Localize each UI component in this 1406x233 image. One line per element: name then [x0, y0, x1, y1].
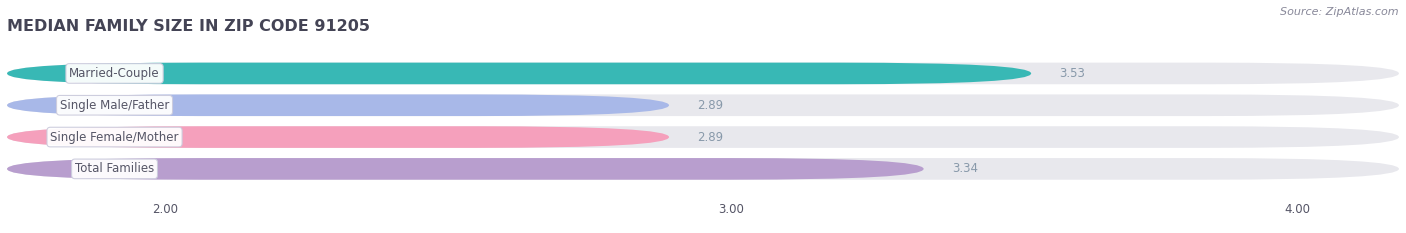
FancyBboxPatch shape [7, 126, 669, 148]
FancyBboxPatch shape [7, 158, 1399, 180]
FancyBboxPatch shape [7, 94, 669, 116]
FancyBboxPatch shape [7, 158, 924, 180]
Text: Single Male/Father: Single Male/Father [60, 99, 169, 112]
Text: Source: ZipAtlas.com: Source: ZipAtlas.com [1281, 7, 1399, 17]
Text: Single Female/Mother: Single Female/Mother [51, 130, 179, 144]
Text: 2.89: 2.89 [697, 130, 724, 144]
Text: Total Families: Total Families [75, 162, 155, 175]
FancyBboxPatch shape [7, 63, 1031, 84]
FancyBboxPatch shape [7, 126, 1399, 148]
FancyBboxPatch shape [7, 94, 1399, 116]
Text: 2.89: 2.89 [697, 99, 724, 112]
Text: Married-Couple: Married-Couple [69, 67, 160, 80]
Text: 3.53: 3.53 [1060, 67, 1085, 80]
Text: MEDIAN FAMILY SIZE IN ZIP CODE 91205: MEDIAN FAMILY SIZE IN ZIP CODE 91205 [7, 19, 370, 34]
FancyBboxPatch shape [7, 63, 1399, 84]
Text: 3.34: 3.34 [952, 162, 979, 175]
